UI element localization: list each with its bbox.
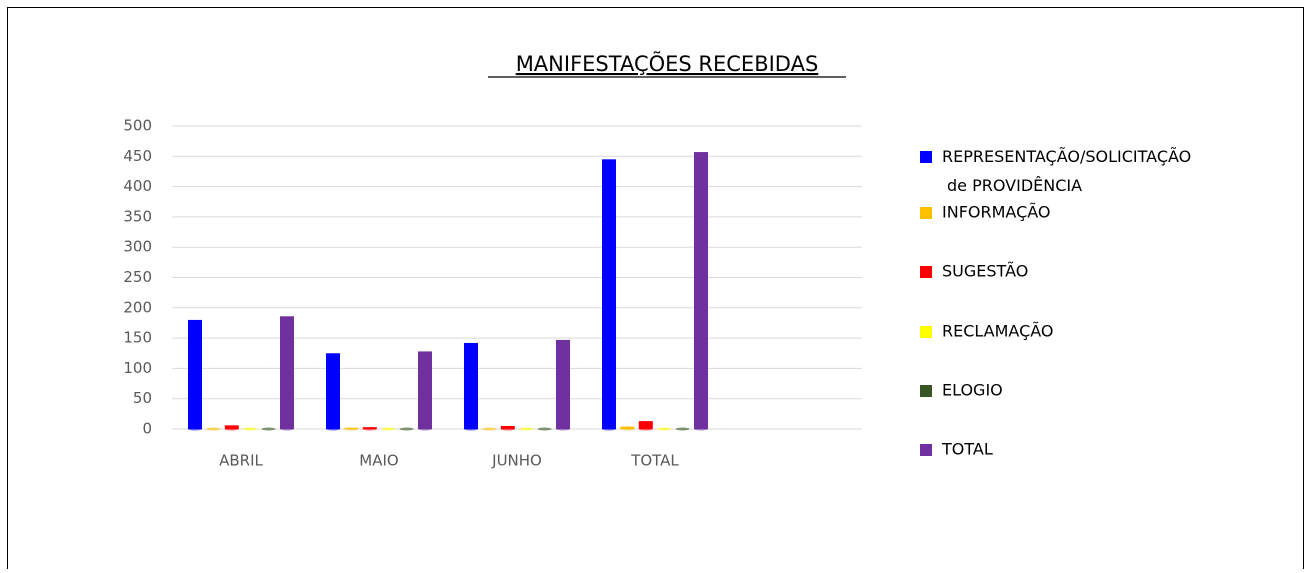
frame bbox=[7, 7, 1304, 569]
legend-label: INFORMAÇÃO bbox=[942, 203, 1051, 222]
bar bbox=[602, 159, 616, 429]
y-tick-label: 300 bbox=[123, 238, 152, 256]
bar bbox=[464, 342, 478, 429]
legend-label: ELOGIO bbox=[942, 381, 1003, 400]
y-tick-label: 400 bbox=[123, 177, 152, 195]
legend-label: TOTAL bbox=[941, 440, 993, 459]
x-tick-label: JUNHO bbox=[491, 452, 542, 470]
bar-base bbox=[482, 427, 497, 431]
y-tick-label: 500 bbox=[123, 117, 152, 135]
legend-swatch bbox=[920, 385, 932, 397]
y-tick-label: 350 bbox=[123, 207, 152, 225]
bar bbox=[500, 425, 515, 429]
bar bbox=[556, 339, 570, 429]
bar-base bbox=[261, 427, 276, 431]
bar-base bbox=[500, 427, 515, 431]
bar bbox=[326, 353, 340, 429]
bar-base bbox=[694, 427, 708, 431]
bar-base bbox=[620, 427, 635, 431]
legend-swatch bbox=[920, 151, 932, 163]
bar-base bbox=[537, 427, 552, 431]
bar-base bbox=[464, 427, 478, 431]
y-tick-label: 150 bbox=[123, 329, 152, 347]
bar bbox=[694, 152, 708, 430]
x-tick-label: MAIO bbox=[359, 452, 398, 470]
bar-base bbox=[362, 427, 377, 431]
bar-base bbox=[657, 427, 672, 431]
bar-base bbox=[381, 427, 396, 431]
legend-swatch bbox=[920, 444, 932, 456]
y-tick-label: 200 bbox=[123, 298, 152, 316]
bar bbox=[188, 319, 202, 429]
bar bbox=[280, 316, 294, 429]
bar-base bbox=[602, 427, 616, 431]
bar-base bbox=[556, 427, 570, 431]
bar bbox=[418, 351, 432, 429]
bar-base bbox=[243, 427, 258, 431]
legend-swatch bbox=[920, 326, 932, 338]
bar-base bbox=[399, 427, 414, 431]
chart-title: MANIFESTAÇÕES RECEBIDAS bbox=[516, 50, 819, 76]
legend-label: RECLAMAÇÃO bbox=[942, 322, 1054, 341]
bar-base bbox=[224, 427, 239, 431]
legend-swatch bbox=[920, 207, 932, 219]
x-tick-label: TOTAL bbox=[630, 452, 679, 470]
bar-base bbox=[188, 427, 202, 431]
y-tick-label: 0 bbox=[142, 420, 152, 438]
bar-base bbox=[206, 427, 221, 431]
legend-label: SUGESTÃO bbox=[942, 262, 1028, 281]
bar-base bbox=[675, 427, 690, 431]
legend-label: REPRESENTAÇÃO/SOLICITAÇÃO de PROVIDÊNCIA bbox=[942, 147, 1191, 195]
y-tick-label: 250 bbox=[123, 268, 152, 286]
bar-base bbox=[638, 427, 653, 431]
bar-base bbox=[326, 427, 340, 431]
bar-base bbox=[280, 427, 294, 431]
legend-swatch bbox=[920, 266, 932, 278]
bar bbox=[224, 425, 239, 429]
y-tick-label: 50 bbox=[133, 389, 152, 407]
bar-base bbox=[344, 427, 359, 431]
bar bbox=[638, 421, 653, 429]
y-tick-label: 100 bbox=[123, 359, 152, 377]
bar-base bbox=[418, 427, 432, 431]
bar-base bbox=[519, 427, 534, 431]
y-tick-label: 450 bbox=[123, 147, 152, 165]
x-tick-label: ABRIL bbox=[219, 452, 263, 470]
